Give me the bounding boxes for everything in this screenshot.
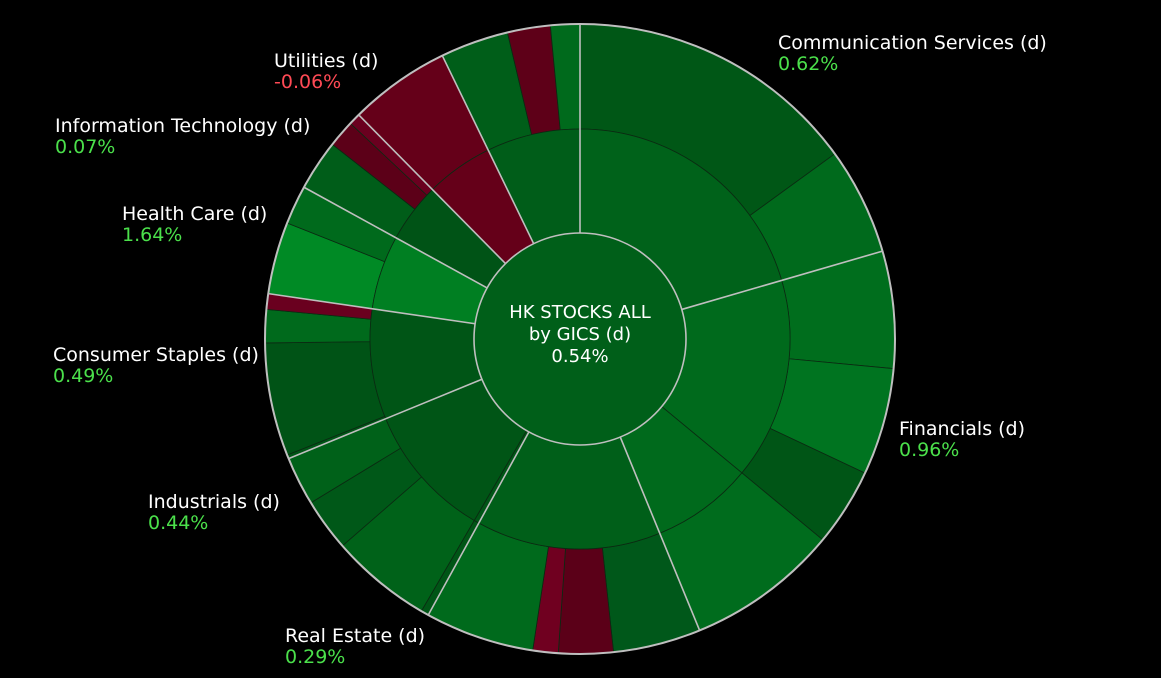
- label-financials[interactable]: Financials (d) 0.96%: [899, 419, 1025, 461]
- outer-border: [264, 23, 896, 655]
- sector-name: Consumer Staples (d): [53, 344, 259, 366]
- label-health-care[interactable]: Health Care (d) 1.64%: [122, 204, 267, 246]
- sector-name: Real Estate (d): [285, 625, 426, 647]
- center-hub[interactable]: [473, 232, 687, 446]
- sector-name: Utilities (d): [274, 50, 379, 72]
- sector-change: 0.44%: [148, 512, 209, 534]
- sector-divider: [441, 55, 535, 245]
- label-consumer-staples[interactable]: Consumer Staples (d) 0.49%: [53, 345, 259, 387]
- label-information-technology[interactable]: Information Technology (d) 0.07%: [55, 116, 310, 158]
- sector-name: Financials (d): [899, 418, 1026, 440]
- sector-name: Industrials (d): [148, 491, 280, 513]
- center-label: HK STOCKS ALL by GICS (d) 0.54%: [480, 302, 680, 368]
- sector-divider: [681, 250, 883, 311]
- label-communication-services[interactable]: Communication Services (d) 0.62%: [778, 33, 1047, 75]
- sector-name: Health Care (d): [122, 203, 268, 225]
- sector-divider: [288, 378, 483, 460]
- sector-change: 0.62%: [778, 53, 839, 75]
- sector-divider: [427, 431, 530, 616]
- center-subtitle: by GICS (d): [528, 324, 632, 345]
- label-industrials[interactable]: Industrials (d) 0.44%: [148, 492, 280, 534]
- label-utilities[interactable]: Utilities (d) -0.06%: [274, 51, 378, 93]
- sector-name: Communication Services (d): [778, 32, 1047, 54]
- sector-change: 1.64%: [122, 224, 183, 246]
- sector-divider: [619, 436, 701, 631]
- sector-change: -0.06%: [274, 71, 342, 93]
- sector-change: 0.29%: [285, 646, 346, 668]
- ring-outlines: [264, 23, 896, 655]
- sector-change: 0.49%: [53, 365, 114, 387]
- center-title: HK STOCKS ALL: [509, 302, 651, 323]
- sector-change: 0.07%: [55, 136, 116, 158]
- sector-divider: [358, 114, 507, 265]
- sector-divider: [268, 292, 476, 325]
- sector-name: Information Technology (d): [55, 115, 311, 137]
- sector-change: 0.96%: [899, 439, 960, 461]
- sector-divider: [303, 186, 488, 289]
- label-real-estate[interactable]: Real Estate (d) 0.29%: [285, 626, 425, 668]
- center-value: 0.54%: [551, 346, 609, 367]
